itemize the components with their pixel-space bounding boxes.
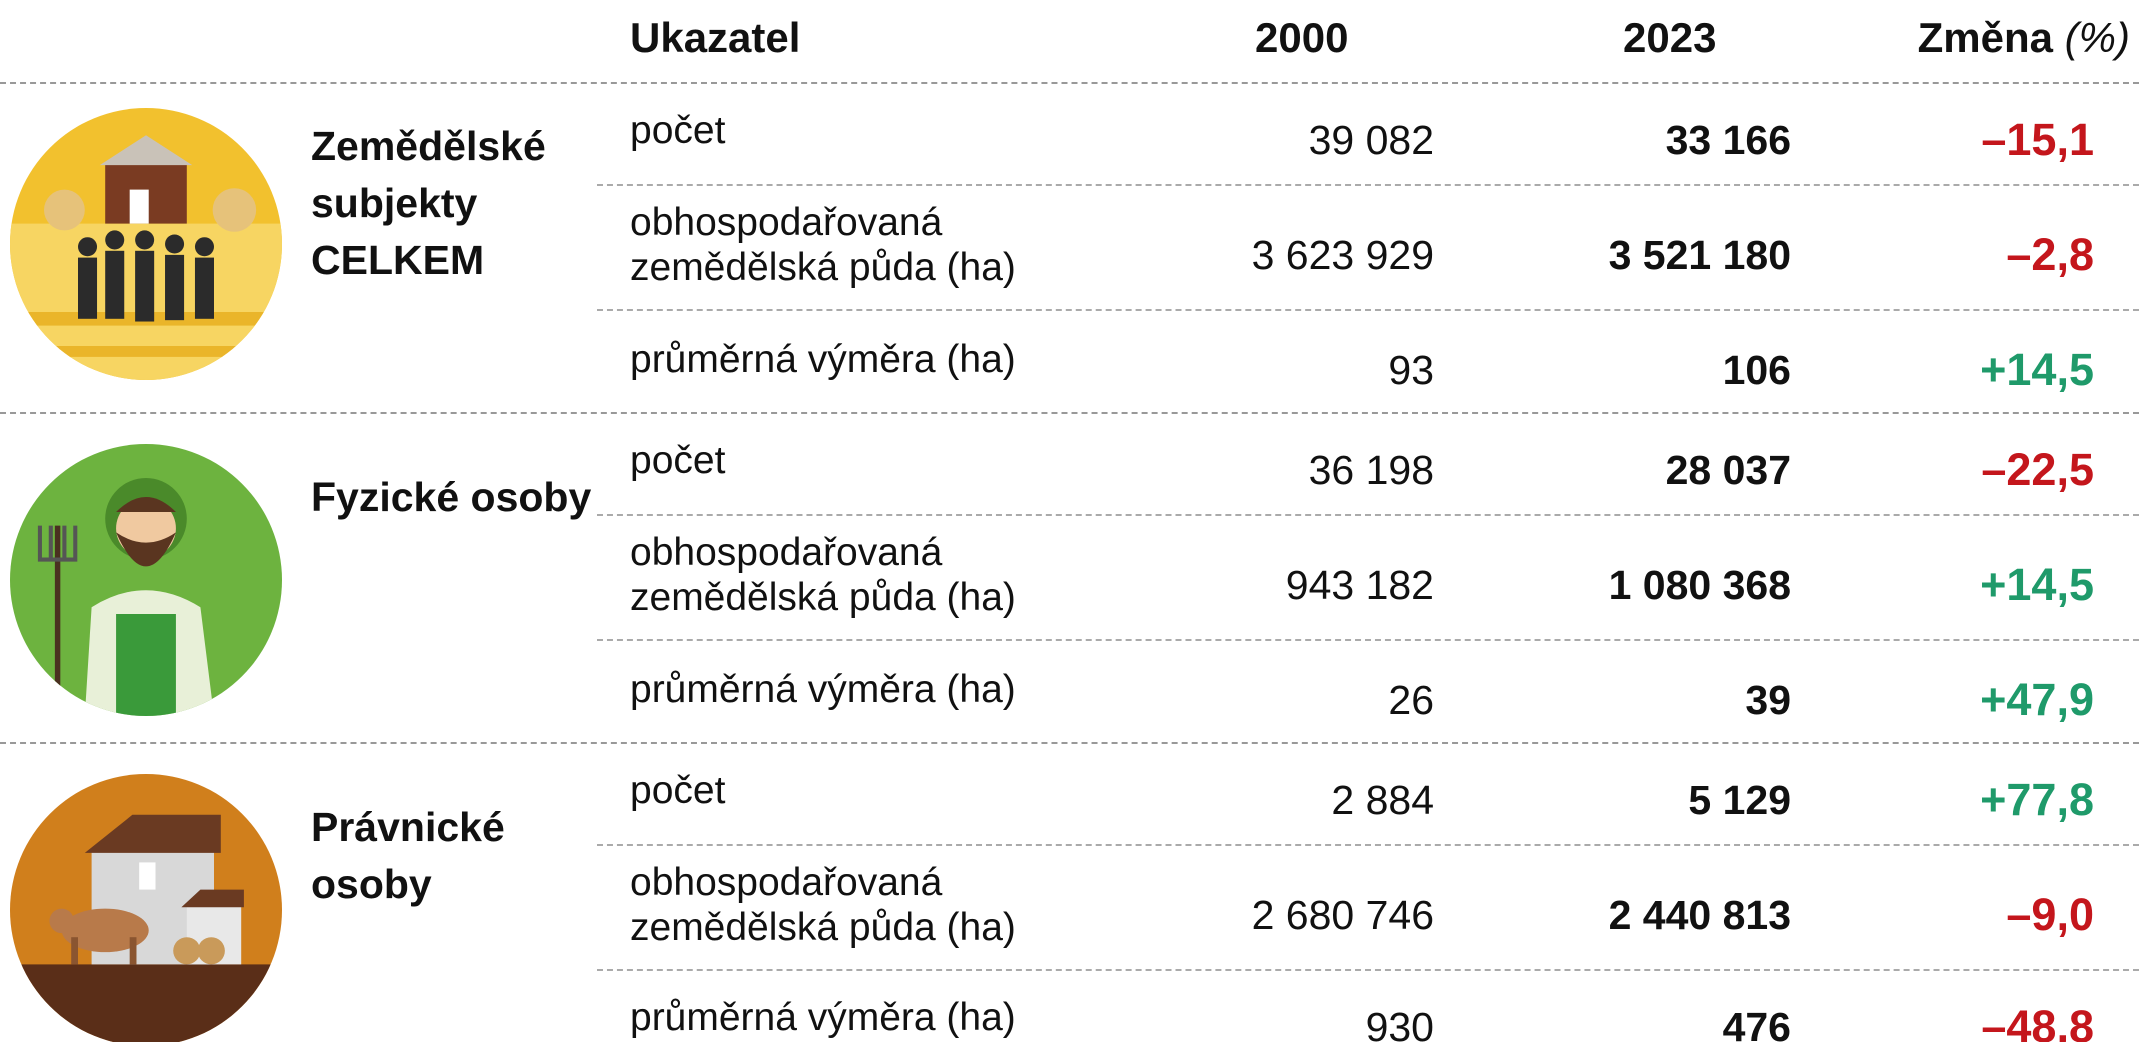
change: –2,8: [2006, 230, 2094, 280]
table-row: průměrná výměra (ha) 26 39 +47,9: [597, 639, 2139, 744]
change: +47,9: [1980, 675, 2094, 725]
table-row: počet 2 884 5 129 +77,8: [597, 744, 2139, 844]
value-2023: 33 166: [1666, 115, 1791, 165]
indicator: počet: [630, 768, 1090, 813]
indicator: průměrná výměra (ha): [630, 667, 1090, 712]
value-2023: 476: [1723, 1002, 1791, 1042]
indicator: průměrná výměra (ha): [630, 995, 1090, 1040]
table-row: obhospodařovaná zemědělská půda (ha) 2 68…: [597, 844, 2139, 969]
group-label: Právnické osoby: [311, 799, 601, 913]
header-change-unit: (%): [2065, 14, 2130, 61]
group: Zemědělské subjekty CELKEM počet 39 082 33…: [0, 82, 2139, 412]
group-label: Fyzické osoby: [311, 469, 601, 526]
value-2000: 26: [1388, 675, 1434, 725]
value-2023: 3 521 180: [1609, 230, 1791, 280]
value-2000: 2 884: [1331, 775, 1434, 825]
indicator: obhospodařovaná zemědělská půda (ha): [630, 860, 1090, 950]
header-year: 2023: [1623, 12, 1716, 64]
value-2023: 2 440 813: [1609, 890, 1791, 940]
table-row: průměrná výměra (ha) 93 106 +14,5: [597, 309, 2139, 414]
icon: [10, 444, 282, 716]
indicator: obhospodařovaná zemědělská půda (ha): [630, 200, 1090, 290]
table-row: počet 39 082 33 166 –15,1: [597, 84, 2139, 184]
indicator: počet: [630, 108, 1090, 153]
value-2000: 930: [1366, 1002, 1434, 1042]
change: –22,5: [1981, 445, 2094, 495]
indicator: počet: [630, 438, 1090, 483]
page: Ukazatel 2000 2023 Změna (%): [0, 0, 2139, 1042]
change: +14,5: [1980, 560, 2094, 610]
icon: [10, 774, 282, 1042]
icon: [10, 108, 282, 380]
group: Právnické osoby počet 2 884 5 129 +77,8 obho…: [0, 742, 2139, 1042]
value-2000: 3 623 929: [1252, 230, 1434, 280]
group: Fyzické osoby počet 36 198 28 037 –22,5 obho…: [0, 412, 2139, 742]
change: –9,0: [2006, 890, 2094, 940]
value-2023: 1 080 368: [1609, 560, 1791, 610]
value-2023: 5 129: [1688, 775, 1791, 825]
table-row: obhospodařovaná zemědělská půda (ha) 3 62…: [597, 184, 2139, 309]
change: –48,8: [1981, 1002, 2094, 1042]
header-change: Změna (%): [1918, 12, 2130, 64]
header-year: 2000: [1255, 12, 1348, 64]
change: –15,1: [1981, 115, 2094, 165]
change: +14,5: [1980, 345, 2094, 395]
header-indicator: Ukazatel: [630, 12, 800, 64]
table-row: počet 36 198 28 037 –22,5: [597, 414, 2139, 514]
value-2000: 39 082: [1309, 115, 1434, 165]
table-row: obhospodařovaná zemědělská půda (ha) 943 …: [597, 514, 2139, 639]
table-row: průměrná výměra (ha) 930 476 –48,8: [597, 969, 2139, 1042]
value-2023: 28 037: [1666, 445, 1791, 495]
value-2000: 943 182: [1286, 560, 1434, 610]
indicator: obhospodařovaná zemědělská půda (ha): [630, 530, 1090, 620]
change: +77,8: [1980, 775, 2094, 825]
header-change-label: Změna: [1918, 14, 2053, 61]
value-2000: 36 198: [1309, 445, 1434, 495]
value-2000: 93: [1388, 345, 1434, 395]
value-2023: 106: [1723, 345, 1791, 395]
indicator: průměrná výměra (ha): [630, 337, 1090, 382]
value-2000: 2 680 746: [1252, 890, 1434, 940]
value-2023: 39: [1745, 675, 1791, 725]
group-label: Zemědělské subjekty CELKEM: [311, 118, 601, 289]
